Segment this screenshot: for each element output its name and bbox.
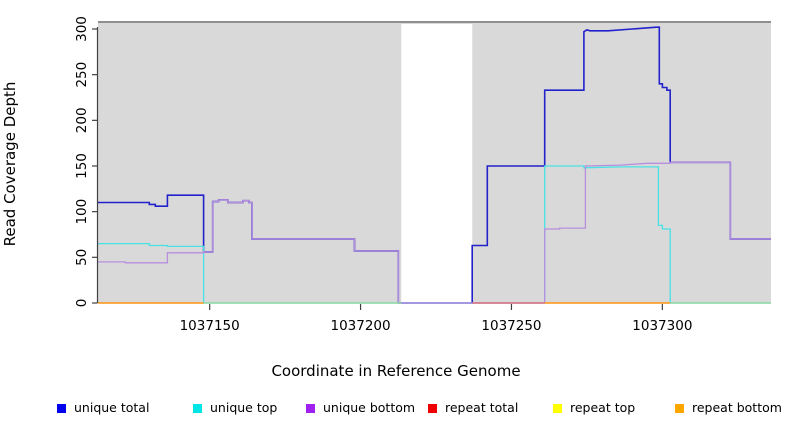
y-axis-title: Read Coverage Depth [1, 81, 19, 247]
no-data-gap-band [401, 24, 473, 303]
x-axis-title: Coordinate in Reference Genome [271, 362, 521, 380]
repeat-total-swatch-icon [428, 403, 437, 413]
legend-item-unique-bottom: unique bottom [306, 400, 415, 416]
x-tick-label: 1037200 [330, 318, 390, 334]
repeat-bottom-swatch-icon [675, 403, 684, 413]
unique-top-swatch-icon [193, 403, 202, 413]
legend-item-unique-top: unique top [193, 400, 277, 416]
series-line-unique-top [98, 165, 771, 304]
legend-label: repeat top [570, 400, 636, 415]
y-tick-label: 150 [74, 153, 90, 179]
legend-label: unique total [74, 400, 150, 415]
legend-label: repeat bottom [692, 400, 782, 415]
y-tick-label: 0 [74, 299, 90, 308]
legend-item-repeat-total: repeat total [428, 400, 518, 416]
unique-bottom-swatch-icon [306, 403, 315, 413]
y-tick-label: 100 [74, 199, 90, 225]
legend-item-repeat-bottom: repeat bottom [675, 400, 782, 416]
y-tick-label: 200 [74, 107, 90, 133]
legend-item-repeat-top: repeat top [553, 400, 635, 416]
y-tick-label: 250 [74, 62, 90, 88]
x-tick-label: 1037250 [481, 318, 541, 334]
x-tick-label: 1037150 [180, 318, 240, 334]
x-tick-label: 1037300 [632, 318, 692, 334]
unique-total-swatch-icon [57, 403, 66, 413]
legend-item-unique-total: unique total [57, 400, 149, 416]
y-tick-label: 50 [74, 249, 90, 266]
repeat-top-swatch-icon [553, 403, 562, 413]
legend-label: unique bottom [323, 400, 416, 415]
legend-label: repeat total [445, 400, 519, 415]
legend-label: unique top [210, 400, 278, 415]
y-tick-label: 300 [74, 16, 90, 42]
series-line-unique-bottom [98, 161, 771, 304]
